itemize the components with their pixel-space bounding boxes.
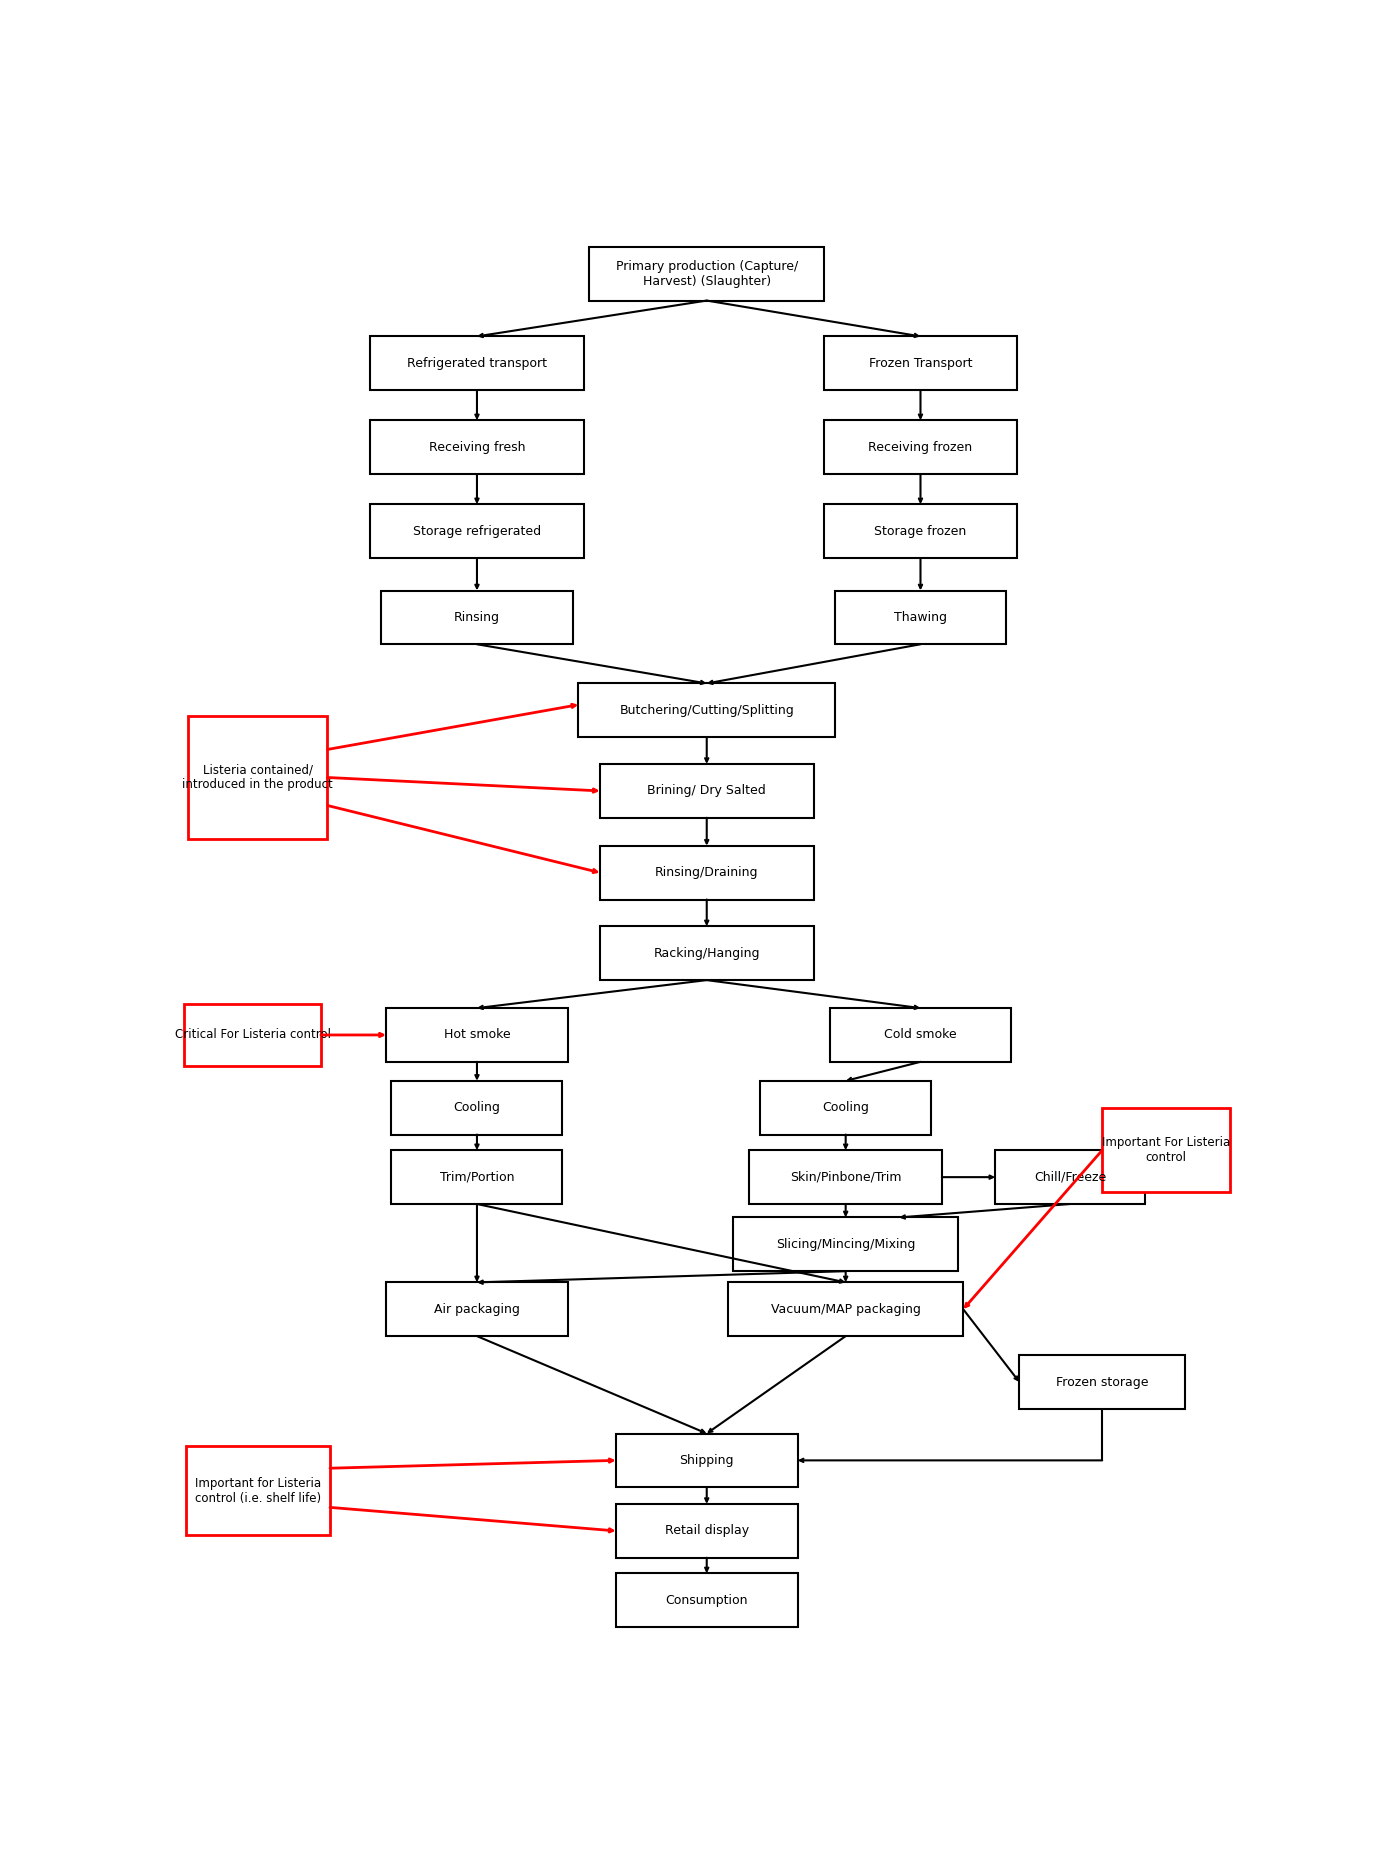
- Bar: [825, 337, 1016, 391]
- Bar: [381, 590, 574, 644]
- Text: Shipping: Shipping: [680, 1453, 734, 1466]
- Text: Frozen storage: Frozen storage: [1056, 1375, 1149, 1388]
- Text: Skin/Pinbone/Trim: Skin/Pinbone/Trim: [790, 1171, 902, 1184]
- Bar: [616, 1433, 797, 1487]
- Bar: [830, 1009, 1011, 1063]
- Text: Important for Listeria
control (i.e. shelf life): Important for Listeria control (i.e. she…: [194, 1476, 321, 1504]
- Bar: [186, 1446, 330, 1535]
- Text: Vacuum/MAP packaging: Vacuum/MAP packaging: [771, 1303, 921, 1316]
- Text: Refrigerated transport: Refrigerated transport: [407, 357, 547, 370]
- Text: Cooling: Cooling: [454, 1102, 501, 1115]
- Bar: [370, 504, 583, 558]
- Text: Brining/ Dry Salted: Brining/ Dry Salted: [647, 783, 767, 797]
- Bar: [616, 1573, 797, 1627]
- Bar: [189, 716, 327, 839]
- Bar: [386, 1009, 568, 1063]
- Text: Cold smoke: Cold smoke: [884, 1029, 957, 1042]
- Bar: [579, 683, 836, 737]
- Bar: [392, 1150, 563, 1204]
- Text: Listeria contained/
introduced in the product: Listeria contained/ introduced in the pr…: [182, 763, 334, 791]
- Text: Racking/Hanging: Racking/Hanging: [654, 947, 760, 960]
- Bar: [600, 845, 814, 899]
- Bar: [370, 337, 583, 391]
- Text: Cooling: Cooling: [822, 1102, 869, 1115]
- Bar: [825, 421, 1016, 475]
- Bar: [600, 927, 814, 981]
- Bar: [370, 421, 583, 475]
- Bar: [386, 1282, 568, 1336]
- Bar: [825, 504, 1016, 558]
- Text: Important For Listeria
control: Important For Listeria control: [1102, 1137, 1230, 1165]
- Text: Storage refrigerated: Storage refrigerated: [412, 525, 541, 538]
- Bar: [734, 1217, 958, 1271]
- Text: Storage frozen: Storage frozen: [874, 525, 967, 538]
- Bar: [1019, 1355, 1185, 1409]
- Text: Frozen Transport: Frozen Transport: [869, 357, 972, 370]
- Text: Thawing: Thawing: [894, 610, 947, 623]
- Text: Rinsing: Rinsing: [454, 610, 501, 623]
- Text: Trim/Portion: Trim/Portion: [440, 1171, 514, 1184]
- Bar: [750, 1150, 942, 1204]
- Text: Butchering/Cutting/Splitting: Butchering/Cutting/Splitting: [619, 703, 794, 716]
- Bar: [1102, 1109, 1230, 1193]
- Text: Slicing/Mincing/Mixing: Slicing/Mincing/Mixing: [776, 1238, 916, 1251]
- Text: Retail display: Retail display: [665, 1524, 749, 1537]
- Bar: [728, 1282, 964, 1336]
- Bar: [589, 248, 825, 301]
- Text: Consumption: Consumption: [666, 1593, 747, 1606]
- Text: Receiving frozen: Receiving frozen: [869, 441, 972, 454]
- Text: Receiving fresh: Receiving fresh: [429, 441, 525, 454]
- Text: Air packaging: Air packaging: [434, 1303, 520, 1316]
- Bar: [600, 765, 814, 817]
- Bar: [185, 1005, 321, 1066]
- Bar: [760, 1081, 931, 1135]
- Text: Hot smoke: Hot smoke: [444, 1029, 510, 1042]
- Text: Chill/Freeze: Chill/Freeze: [1034, 1171, 1106, 1184]
- Bar: [996, 1150, 1145, 1204]
- Bar: [392, 1081, 563, 1135]
- Text: Primary production (Capture/
Harvest) (Slaughter): Primary production (Capture/ Harvest) (S…: [615, 261, 798, 288]
- Text: Rinsing/Draining: Rinsing/Draining: [655, 865, 758, 878]
- Text: Critical For Listeria control: Critical For Listeria control: [175, 1029, 331, 1042]
- Bar: [616, 1504, 797, 1558]
- Bar: [836, 590, 1007, 644]
